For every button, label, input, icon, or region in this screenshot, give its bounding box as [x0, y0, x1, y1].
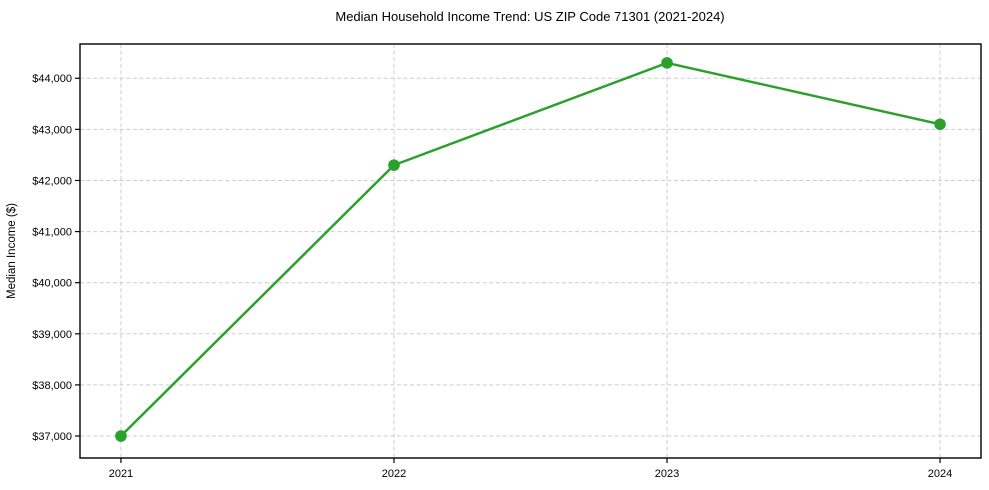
chart-title: Median Household Income Trend: US ZIP Co…: [335, 9, 724, 24]
data-point-2024: [934, 118, 946, 131]
x-tick-label: 2023: [655, 468, 679, 480]
data-point-2021: [115, 430, 127, 442]
y-tick-label: $37,000: [32, 431, 72, 443]
y-tick-label: $44,000: [32, 73, 72, 85]
x-tick-label: 2021: [109, 468, 133, 480]
y-tick-label: $41,000: [32, 227, 72, 239]
y-tick-label: $38,000: [32, 380, 72, 392]
income-trend-line: [119, 61, 942, 438]
y-tick-label: $42,000: [32, 175, 72, 187]
y-tick-label: $43,000: [32, 124, 72, 136]
y-tick-label: $39,000: [32, 329, 72, 341]
plot-area: $37,000 $38,000 $39,000 $40,000 $41,000 $42,0…: [32, 43, 982, 480]
y-axis-label: Median Income ($): [6, 203, 18, 299]
data-point-2022: [388, 159, 400, 171]
plot-frame: [79, 43, 982, 459]
data-point-2023: [661, 57, 673, 69]
y-tick-label: $40,000: [32, 278, 72, 290]
x-tick-label: 2022: [382, 468, 406, 480]
plot-background: [80, 44, 981, 458]
x-tick-label: 2024: [928, 468, 952, 480]
